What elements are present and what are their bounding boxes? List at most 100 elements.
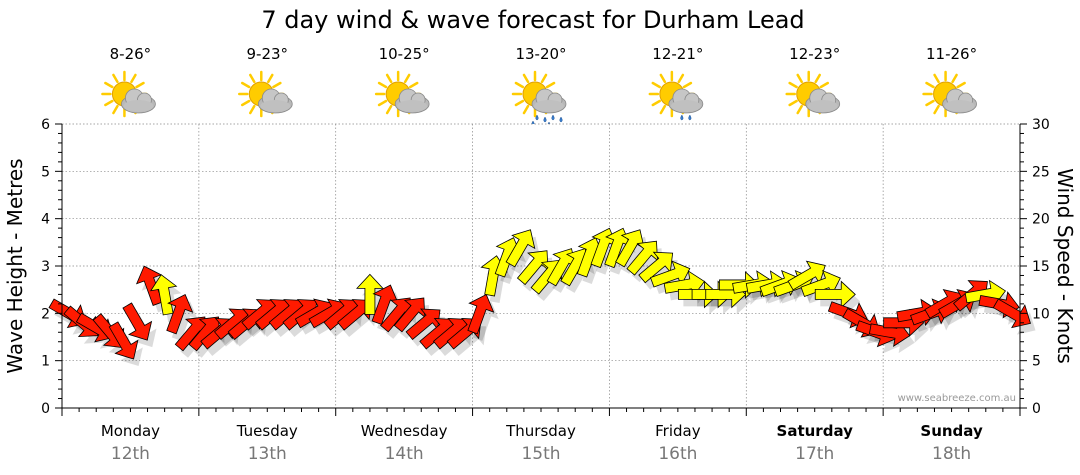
temperature-range-label: 12-21° (652, 45, 703, 63)
sun-ray (925, 99, 935, 107)
partly-cloudy-icon (238, 70, 293, 118)
partly-cloudy-icon (374, 70, 430, 118)
light-rain-icon (648, 70, 704, 121)
sun-ray (104, 81, 114, 89)
sun-ray (545, 81, 556, 89)
cloud-fill (534, 100, 564, 112)
wind-arrows (48, 227, 1031, 360)
y-right-tick-label: 15 (1032, 259, 1050, 275)
sun-ray (788, 99, 798, 107)
cloud-fill (807, 100, 838, 112)
y-right-tick-label: 25 (1032, 164, 1050, 180)
chart-axes: 0 1 2 3 4 5 6 0 5 10 15 20 25 30 (41, 117, 1050, 417)
wind-arrow (75, 312, 115, 343)
sun-ray (819, 81, 830, 89)
sun-ray (112, 104, 119, 115)
wind-arrow (393, 297, 426, 333)
wind-arrow (467, 293, 495, 335)
y-right-tick-label: 5 (1032, 354, 1041, 370)
sun-ray (409, 81, 419, 89)
y-axis-left-label: Wave Height - Metres (3, 158, 27, 373)
y-left-tick-label: 2 (41, 306, 50, 322)
y-left-tick-label: 5 (41, 164, 50, 180)
sun-ray (267, 73, 274, 84)
day-date-label: 17th (795, 444, 834, 464)
sun-ray (540, 73, 548, 84)
rain-drop (551, 114, 555, 121)
sun-ray (240, 99, 251, 107)
sun-ray (951, 73, 958, 84)
sun-ray (659, 73, 667, 84)
sun-ray (659, 104, 667, 115)
day-date-label: 12th (111, 444, 150, 464)
day-date-label: 16th (658, 444, 697, 464)
sun-ray (130, 73, 137, 84)
rain-drop (680, 114, 684, 121)
y-left-tick-label: 3 (41, 259, 50, 275)
partly-cloudy-icon (922, 70, 977, 118)
temperature-range-label: 13-20° (515, 45, 566, 63)
day-date-label: 18th (932, 444, 971, 464)
day-date-label: 15th (521, 444, 560, 464)
cloud-fill (944, 100, 975, 112)
sun-ray (796, 73, 803, 84)
temperature-range-label: 10-25° (379, 45, 430, 63)
sun-ray (385, 104, 393, 115)
daily-weather-row: 8-26° 9-23° 10-25° 13-20° 12-21° 12-23° 11-26° (101, 45, 977, 128)
sun-ray (112, 73, 119, 84)
rain-drop (559, 116, 563, 123)
day-date-label: 13th (248, 444, 287, 464)
temperature-range-label: 11-26° (926, 45, 977, 63)
day-name-label: Monday (101, 422, 160, 440)
temperature-range-label: 12-23° (789, 45, 840, 63)
day-date-label: 14th (385, 444, 424, 464)
rain-drop (543, 116, 547, 123)
sun-ray (933, 73, 940, 84)
x-axis-day-labels: Monday 12th Tuesday 13th Wednesday 14th Thursd… (101, 422, 983, 464)
wind-arrow (122, 302, 153, 341)
cloud-fill (397, 100, 428, 112)
day-name-label: Friday (655, 422, 701, 440)
sun-ray (403, 73, 411, 84)
cloud-fill (670, 100, 701, 112)
y-right-tick-label: 0 (1032, 401, 1041, 417)
day-name-label: Wednesday (361, 422, 448, 440)
cloud-fill (123, 100, 154, 112)
y-right-tick-label: 20 (1032, 212, 1050, 228)
sun-ray (814, 73, 821, 84)
y-left-tick-label: 4 (41, 212, 50, 228)
wind-arrow (356, 273, 384, 315)
partly-cloudy-icon (785, 70, 841, 118)
rain-drop (535, 114, 539, 121)
sun-ray (249, 73, 256, 84)
cloud-fill (260, 100, 291, 112)
sun-ray (682, 81, 693, 89)
sun-ray (377, 81, 388, 89)
sun-ray (651, 81, 661, 89)
sun-ray (249, 104, 256, 115)
sun-ray (514, 99, 525, 107)
sun-ray (956, 81, 966, 89)
y-axis-right-label: Wind Speed - Knots (1053, 168, 1077, 364)
sun-ray (677, 73, 685, 84)
wind-arrow (149, 274, 178, 316)
day-name-label: Sunday (920, 422, 983, 440)
y-left-tick-label: 0 (41, 401, 50, 417)
sun-ray (522, 73, 530, 84)
wind-arrow (505, 229, 536, 268)
showers-icon (511, 70, 567, 128)
sun-ray (933, 104, 940, 115)
wind-arrow (166, 293, 194, 335)
wind-arrow (135, 265, 164, 306)
sun-ray (240, 81, 251, 89)
temperature-range-label: 8-26° (110, 45, 152, 63)
sun-ray (796, 104, 803, 115)
wind-arrow (108, 321, 139, 360)
partly-cloudy-icon (101, 70, 156, 118)
wind-arrow (626, 240, 658, 276)
sun-ray (514, 81, 525, 89)
temperature-range-label: 9-23° (247, 45, 289, 63)
y-right-tick-label: 10 (1032, 306, 1050, 322)
y-right-tick-label: 30 (1032, 117, 1050, 133)
